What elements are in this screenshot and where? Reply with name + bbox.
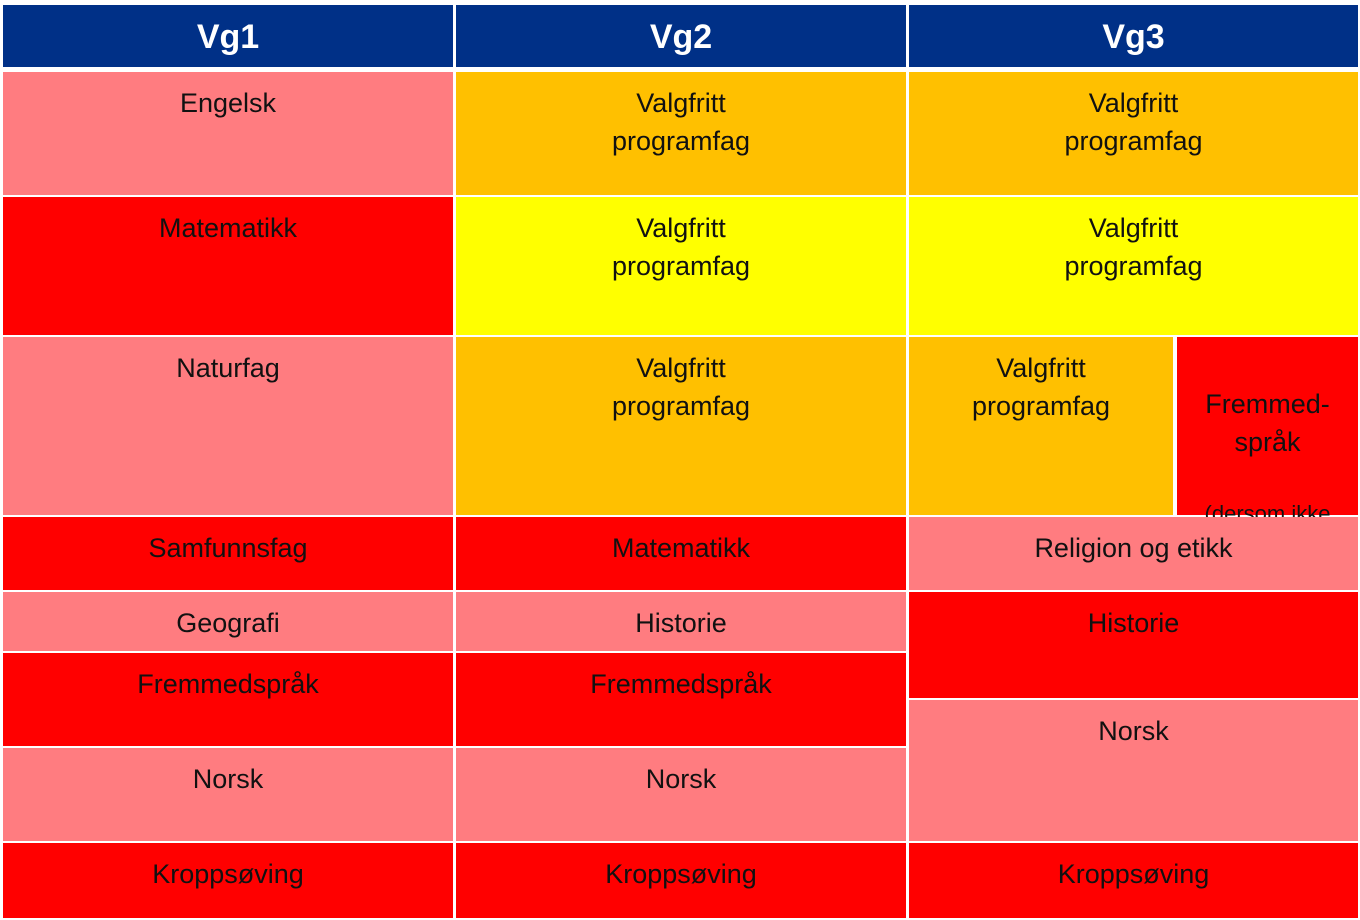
vg2-valgfritt-1: Valgfritt programfag [456,72,906,195]
vg3-fremmedsprak: Fremmed- språk (dersom ikke f.språk u- s… [1177,337,1358,584]
header-vg3: Vg3 [909,5,1358,67]
vg2-norsk: Norsk [456,748,906,841]
vg2-valgfritt-3: Valgfritt programfag [456,337,906,515]
vg3-valgfritt-3: Valgfritt programfag [909,337,1173,515]
vg1-samfunnsfag: Samfunnsfag [3,517,453,590]
vg3-valgfritt-1: Valgfritt programfag [909,72,1358,195]
vg1-norsk: Norsk [3,748,453,841]
vg1-geografi: Geografi [3,592,453,651]
vg2-matematikk: Matematikk [456,517,906,590]
vg1-engelsk: Engelsk [3,72,453,195]
vg2-kroppsoving: Kroppsøving [456,843,906,918]
vg3-norsk: Norsk [909,700,1358,841]
vg3-historie: Historie [909,592,1358,698]
vg1-kroppsoving: Kroppsøving [3,843,453,918]
vg1-fremmedsprak: Fremmedspråk [3,653,453,746]
vg1-naturfag: Naturfag [3,337,453,515]
vg3-valgfritt-2: Valgfritt programfag [909,197,1358,335]
vg3-fremmedsprak-title: Fremmed- språk [1205,389,1330,457]
vg2-fremmedsprak: Fremmedspråk [456,653,906,746]
vg2-historie: Historie [456,592,906,651]
vg2-valgfritt-2: Valgfritt programfag [456,197,906,335]
header-vg1: Vg1 [3,5,453,67]
header-vg2: Vg2 [456,5,906,67]
vg3-religion: Religion og etikk [909,517,1358,590]
vg1-matematikk: Matematikk [3,197,453,335]
vg3-kroppsoving: Kroppsøving [909,843,1358,918]
